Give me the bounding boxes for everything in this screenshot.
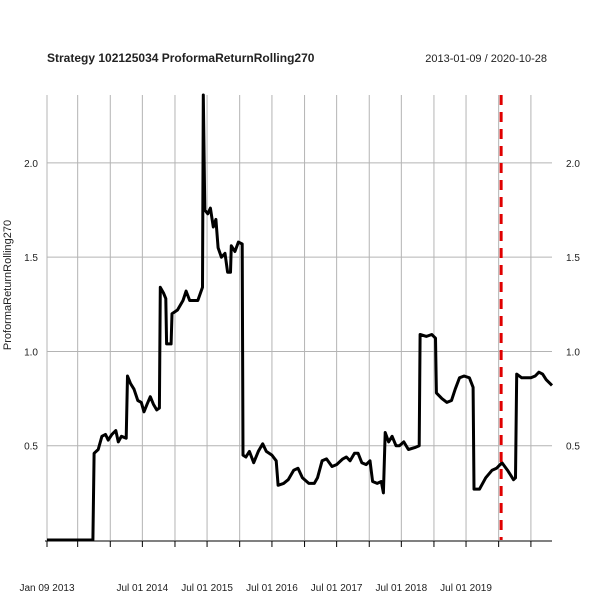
x-tick-label: Jul 01 2018 — [375, 583, 427, 594]
y-tick-label: 1.0 — [566, 347, 580, 358]
y-axis-right-tick-labels: 0.5 1.0 1.5 2.0 — [566, 159, 580, 453]
y-axis-left-tick-labels: 0.5 1.0 1.5 2.0 — [24, 159, 38, 453]
chart-title: Strategy 102125034 ProformaReturnRolling… — [47, 51, 315, 65]
y-tick-label: 1.0 — [24, 347, 38, 358]
series-line — [47, 93, 554, 542]
y-tick-label: 2.0 — [24, 159, 38, 170]
y-tick-label: 1.5 — [566, 253, 580, 264]
series-layer — [47, 93, 554, 542]
y-axis-label: ProformaReturnRolling270 — [2, 220, 14, 350]
x-tick-label: Jul 01 2015 — [181, 583, 233, 594]
y-tick-label: 1.5 — [24, 253, 38, 264]
y-tick-label: 0.5 — [24, 442, 38, 453]
x-axis-ticks — [46, 541, 532, 547]
date-range-label: 2013-01-09 / 2020-10-28 — [425, 53, 547, 65]
x-tick-label: Jan 09 2013 — [19, 583, 74, 594]
x-tick-label: Jul 01 2016 — [246, 583, 298, 594]
x-axis-tick-labels: Jan 09 2013 Jul 01 2014 Jul 01 2015 Jul 01 … — [19, 583, 492, 594]
y-gridlines — [47, 162, 552, 447]
y-tick-label: 0.5 — [566, 442, 580, 453]
x-tick-label: Jul 01 2017 — [311, 583, 363, 594]
x-tick-label: Jul 01 2014 — [117, 583, 169, 594]
x-tick-label: Jul 01 2019 — [440, 583, 492, 594]
x-gridlines — [46, 95, 532, 540]
y-tick-label: 2.0 — [566, 159, 580, 170]
